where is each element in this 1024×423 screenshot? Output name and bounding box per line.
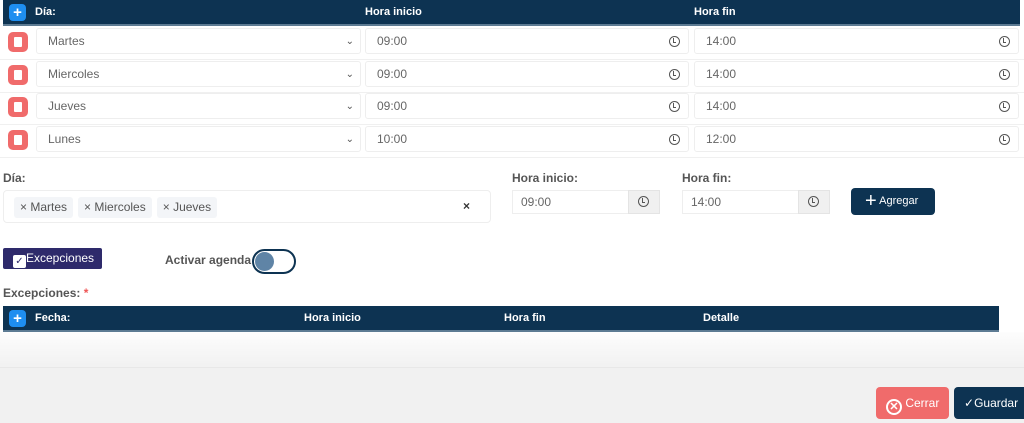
save-button[interactable]: ✓Guardar — [954, 387, 1024, 419]
day-label: Día: — [3, 171, 26, 185]
header-end: Hora fin — [694, 6, 736, 18]
add-exception-button[interactable]: + — [9, 310, 26, 327]
delete-row-button[interactable] — [8, 97, 28, 117]
clock-icon — [669, 68, 680, 80]
header-end: Hora fin — [504, 312, 546, 324]
day-multiselect[interactable]: × Martes × Miercoles × Jueves × — [3, 190, 491, 223]
clock-icon — [669, 36, 680, 47]
day-select[interactable]: Miercoles ⌄ — [36, 60, 361, 87]
close-circle-icon: ✕ — [886, 399, 902, 415]
delete-row-button[interactable] — [8, 64, 28, 85]
close-button[interactable]: ✕ Cerrar — [876, 387, 949, 419]
clock-icon — [669, 133, 680, 145]
day-select[interactable]: Martes ⌄ — [36, 28, 361, 54]
toggle-knob — [255, 252, 274, 271]
start-time-input[interactable]: 09:00 — [365, 93, 689, 119]
header-start: Hora inicio — [365, 6, 422, 18]
day-select[interactable]: Jueves ⌄ — [36, 93, 361, 119]
tag-day[interactable]: × Miercoles — [78, 197, 152, 218]
end-time-input[interactable]: 14:00 — [682, 190, 799, 214]
checkbox-icon: ✓ — [13, 255, 26, 268]
clock-icon — [999, 68, 1010, 80]
header-day: Día: — [35, 6, 56, 18]
check-icon: ✓ — [964, 396, 975, 410]
footer — [0, 332, 1024, 423]
end-clock-button[interactable] — [798, 190, 830, 214]
add-row-button[interactable]: + — [9, 4, 26, 21]
start-time-input[interactable]: 09:00 — [365, 60, 689, 87]
header-start: Hora inicio — [304, 312, 361, 324]
schedule-row: Miercoles ⌄ 09:00 14:00 — [0, 60, 1024, 93]
clock-icon — [999, 101, 1010, 112]
delete-row-button[interactable] — [8, 32, 28, 52]
trash-icon — [14, 37, 22, 47]
end-time-input[interactable]: 14:00 — [694, 60, 1019, 87]
chevron-down-icon: ⌄ — [345, 101, 354, 112]
tag-day[interactable]: × Jueves — [156, 197, 218, 218]
exceptions-button[interactable]: ✓ Excepciones — [3, 248, 102, 269]
plus-icon: + — [865, 190, 877, 212]
start-clock-button[interactable] — [628, 190, 660, 214]
end-time-input[interactable]: 14:00 — [694, 93, 1019, 119]
clock-icon — [638, 196, 649, 207]
exceptions-label: Excepciones: * — [3, 286, 89, 300]
schedule-row: Jueves ⌄ 09:00 14:00 — [0, 92, 1024, 125]
end-time-input[interactable]: 14:00 — [694, 28, 1019, 54]
tag-day[interactable]: × Martes — [14, 197, 74, 218]
start-label: Hora inicio: — [512, 171, 579, 185]
activate-toggle[interactable] — [252, 249, 296, 274]
schedule-table-header: + Día: Hora inicio Hora fin — [3, 0, 1020, 26]
end-label: Hora fin: — [682, 171, 732, 185]
start-time-input[interactable]: 09:00 — [512, 190, 629, 214]
clock-icon — [669, 101, 680, 112]
header-detail: Detalle — [703, 312, 740, 324]
chevron-down-icon: ⌄ — [345, 36, 354, 47]
clear-icon[interactable]: × — [462, 199, 470, 213]
add-button[interactable]: + Agregar — [851, 188, 935, 215]
clock-icon — [999, 133, 1010, 145]
day-select[interactable]: Lunes ⌄ — [36, 125, 361, 152]
start-time-input[interactable]: 09:00 — [365, 28, 689, 54]
delete-row-button[interactable] — [8, 129, 28, 150]
end-time-input[interactable]: 12:00 — [694, 125, 1019, 152]
clock-icon — [808, 196, 819, 207]
start-time-input[interactable]: 10:00 — [365, 125, 689, 152]
exceptions-table-header: + Fecha: Hora inicio Hora fin Detalle — [3, 306, 999, 332]
chevron-down-icon: ⌄ — [345, 133, 354, 145]
schedule-row: Martes ⌄ 09:00 14:00 — [0, 27, 1024, 60]
activate-label: Activar agenda — [165, 253, 252, 267]
header-date: Fecha: — [35, 312, 71, 324]
clock-icon — [999, 36, 1010, 47]
chevron-down-icon: ⌄ — [345, 68, 354, 80]
trash-icon — [14, 69, 22, 80]
trash-icon — [14, 134, 22, 145]
schedule-row: Lunes ⌄ 10:00 12:00 — [0, 125, 1024, 158]
trash-icon — [14, 102, 22, 112]
